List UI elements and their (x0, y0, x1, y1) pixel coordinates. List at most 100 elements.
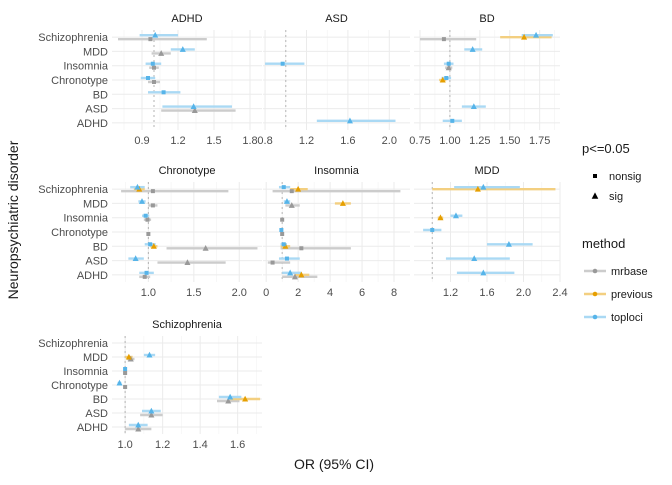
y-category-label: ASD (85, 408, 108, 420)
point-sig-previous (437, 214, 444, 221)
x-tick-label: 6 (359, 287, 365, 299)
x-tick-label: 1.0 (117, 439, 132, 451)
panel-title: Chronotype (159, 165, 216, 177)
legend-key-point (592, 314, 598, 320)
point-nonsig-mrbase (145, 217, 150, 222)
legend-method-label: mrbase (611, 266, 648, 278)
point-nonsig-toploci (444, 76, 449, 80)
point-nonsig-mrbase (142, 274, 147, 279)
point-sig-toploci (480, 269, 487, 276)
point-sig-toploci (227, 393, 234, 400)
facet-panels: ADHD 0.9 1.2 1.5 1.8 Schizophrenia MDD Insomnia… (38, 13, 567, 451)
point-nonsig-toploci (161, 90, 166, 95)
y-category-label: ASD (85, 104, 108, 116)
point-sig-toploci (287, 269, 294, 276)
x-tick-label: 1.5 (186, 287, 201, 299)
x-tick-label: 0 (263, 287, 269, 299)
x-tick-label: 1.75 (529, 135, 550, 147)
point-sig-mrbase (225, 397, 232, 404)
point-nonsig-toploci (430, 228, 435, 232)
legend-triangle-icon (591, 192, 599, 199)
point-nonsig-toploci (144, 270, 149, 275)
legend-shape-label: sig (609, 191, 623, 203)
point-sig-mrbase (191, 107, 198, 114)
legend: p<=0.05 method nonsig sig mrbase previous to… (582, 141, 653, 324)
x-tick-label: 0.8 (257, 135, 272, 147)
x-tick-label: 1.0 (141, 287, 156, 299)
x-tick-label: 2.0 (232, 287, 247, 299)
point-sig-toploci (179, 46, 186, 52)
panel-title: Insomnia (314, 165, 360, 177)
point-sig-mrbase (158, 50, 165, 56)
x-axis-title: OR (95% CI) (294, 456, 374, 472)
y-category-label: BD (93, 394, 108, 406)
x-tick-label: 1.25 (469, 135, 490, 147)
y-category-label: ADHD (77, 270, 108, 282)
panel-title: ADHD (171, 13, 202, 25)
x-tick-label: 2.0 (382, 135, 397, 147)
point-sig-previous (339, 200, 346, 206)
y-category-label: Chronotype (51, 380, 108, 392)
y-category-label: BD (93, 241, 108, 253)
panel-adhd: ADHD 0.9 1.2 1.5 1.8 Schizophrenia MDD Insomnia… (38, 13, 262, 147)
x-tick-label: 1.2 (155, 439, 170, 451)
point-sig-toploci (452, 212, 459, 219)
panel-title: MDD (474, 165, 499, 177)
point-nonsig-toploci (146, 76, 150, 80)
point-sig-previous (521, 33, 528, 40)
x-tick-label: 2.4 (552, 287, 567, 299)
y-category-label: Chronotype (51, 227, 108, 239)
y-category-label: BD (93, 89, 108, 101)
shape-legend-title: p<=0.05 (582, 141, 630, 156)
y-category-label: Insomnia (63, 366, 109, 378)
point-nonsig-toploci (148, 242, 153, 247)
point-sig-toploci (480, 183, 487, 190)
legend-key-point (592, 291, 598, 297)
x-tick-label: 1.6 (340, 135, 355, 147)
x-tick-label: 1.8 (242, 135, 257, 147)
point-nonsig-toploci (143, 213, 148, 218)
x-tick-label: 1.50 (499, 135, 520, 147)
point-nonsig-mrbase (150, 189, 155, 194)
y-axis-title: Neuropsychiatric disorder (5, 140, 21, 299)
x-tick-label: 1.5 (206, 135, 221, 147)
point-nonsig-mrbase (299, 246, 304, 251)
point-sig-toploci (134, 183, 141, 190)
y-category-label: Schizophrenia (38, 338, 109, 350)
point-sig-toploci (471, 255, 478, 262)
x-tick-label: 1.00 (439, 135, 460, 147)
legend-key-point (592, 268, 598, 274)
point-sig-mrbase (184, 259, 191, 266)
y-category-label: ASD (85, 256, 108, 268)
x-tick-label: 0.9 (134, 135, 149, 147)
point-sig-toploci (469, 46, 476, 52)
x-tick-label: 2 (295, 287, 301, 299)
legend-shape-label: nonsig (609, 171, 641, 183)
point-sig-toploci (190, 103, 197, 110)
panel-title: Schizophrenia (152, 319, 223, 331)
point-sig-previous (295, 185, 302, 192)
point-nonsig-mrbase (123, 371, 128, 375)
panel-schizophrenia: Schizophrenia 1.0 1.2 1.4 1.6 Schizophrenia MD… (38, 319, 262, 451)
point-nonsig-mrbase (152, 80, 156, 84)
point-nonsig-toploci (123, 367, 128, 371)
point-nonsig-toploci (450, 118, 455, 123)
x-tick-label: 4 (327, 287, 333, 299)
point-sig-previous (242, 395, 249, 402)
point-nonsig-mrbase (150, 203, 155, 208)
point-sig-mrbase (291, 273, 298, 280)
point-nonsig-toploci (284, 256, 289, 261)
y-category-label: Schizophrenia (38, 32, 109, 44)
panel-mdd: MDD 1.2 1.6 2.0 2.4 (414, 165, 568, 299)
point-nonsig-toploci (280, 61, 285, 66)
panel-title: BD (479, 13, 494, 25)
x-tick-label: 8 (391, 287, 397, 299)
point-nonsig-mrbase (146, 232, 151, 236)
point-nonsig-toploci (281, 242, 286, 247)
point-sig-mrbase (148, 411, 155, 418)
panel-chronotype: Chronotype 1.0 1.5 2.0 Schizophrenia MDD Insom… (38, 165, 262, 299)
x-tick-label: 0.75 (409, 135, 430, 147)
point-nonsig-mrbase (148, 37, 153, 42)
point-nonsig-mrbase (280, 232, 285, 236)
point-sig-toploci (283, 198, 290, 204)
